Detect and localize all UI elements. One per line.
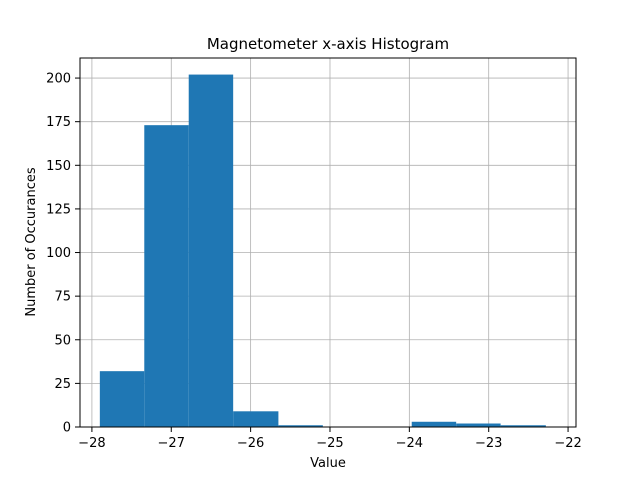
histogram-bars [99, 74, 546, 428]
histogram-bar [188, 74, 234, 428]
x-axis-label: Value [310, 456, 346, 471]
y-tick-label: 75 [54, 290, 71, 305]
y-tick-label: 100 [46, 246, 71, 261]
x-tick-label: −27 [158, 436, 185, 451]
y-tick-label: 50 [54, 333, 71, 348]
x-tick-label: −23 [475, 436, 502, 451]
y-tick-label: 0 [63, 421, 71, 436]
x-tick-label: −26 [237, 436, 264, 451]
histogram-bar [233, 411, 279, 427]
x-tick-label: −22 [554, 436, 581, 451]
chart-title: Magnetometer x-axis Histogram [207, 35, 449, 53]
x-tick-label: −25 [316, 436, 343, 451]
histogram-bar [411, 421, 457, 427]
x-tick-label: −24 [396, 436, 423, 451]
histogram-bar [500, 425, 546, 427]
ticks: −28 −27 −26 −25 −24 −23 −22 0 25 50 75 100 125 150 175… [46, 72, 582, 451]
histogram-bar [456, 423, 501, 427]
histogram-bar [278, 425, 323, 427]
histogram-bar [144, 125, 189, 427]
y-tick-label: 175 [46, 115, 71, 130]
y-tick-label: 200 [46, 72, 71, 87]
y-tick-label: 125 [46, 202, 71, 217]
axes [79, 57, 577, 428]
histogram-bar [99, 371, 145, 427]
axes-frame [79, 57, 577, 428]
x-tick-label: −28 [78, 436, 105, 451]
y-tick-label: 150 [46, 159, 71, 174]
y-tick-label: 25 [54, 377, 71, 392]
y-axis-label: Number of Occurances [24, 167, 39, 316]
